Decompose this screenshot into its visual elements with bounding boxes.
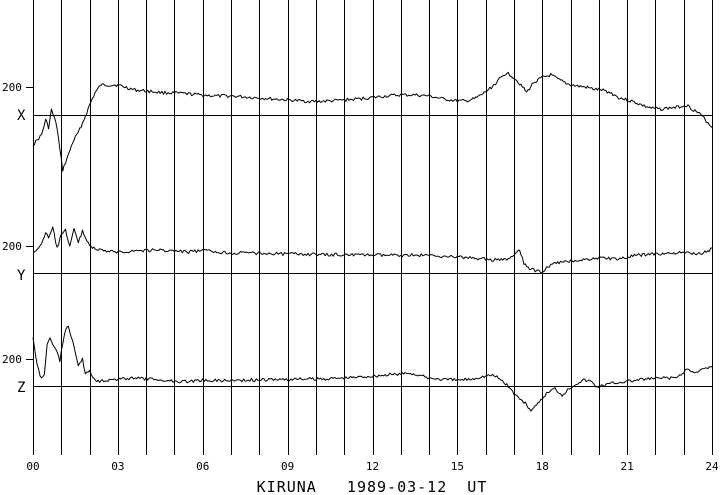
vertical-gridlines [33,0,713,455]
channel-labels: 200 X 200 Y 200 Z [2,81,33,396]
magnetometer-traces [32,71,713,412]
trace-x [32,71,713,172]
trace-z [32,325,713,412]
x-tick-label-03: 03 [111,460,124,473]
scale-label-y: 200 [2,240,22,253]
channel-label-z: Z [17,380,25,396]
x-tick-label-21: 21 [621,460,634,473]
scale-label-x: 200 [2,81,22,94]
x-tick-label-00: 00 [26,460,39,473]
x-axis-tick-labels: 00 03 06 09 12 15 18 21 24 [26,460,719,473]
x-tick-label-24: 24 [705,460,719,473]
chart-title: KIRUNA 1989-03-12 UT [257,478,488,495]
x-tick-label-06: 06 [196,460,209,473]
x-tick-label-09: 09 [281,460,294,473]
x-tick-label-15: 15 [451,460,464,473]
channel-baselines [33,115,712,387]
trace-y [32,226,713,274]
x-tick-label-18: 18 [536,460,549,473]
scale-label-z: 200 [2,353,22,366]
channel-label-y: Y [17,268,26,284]
channel-label-x: X [17,108,26,124]
x-tick-label-12: 12 [366,460,379,473]
